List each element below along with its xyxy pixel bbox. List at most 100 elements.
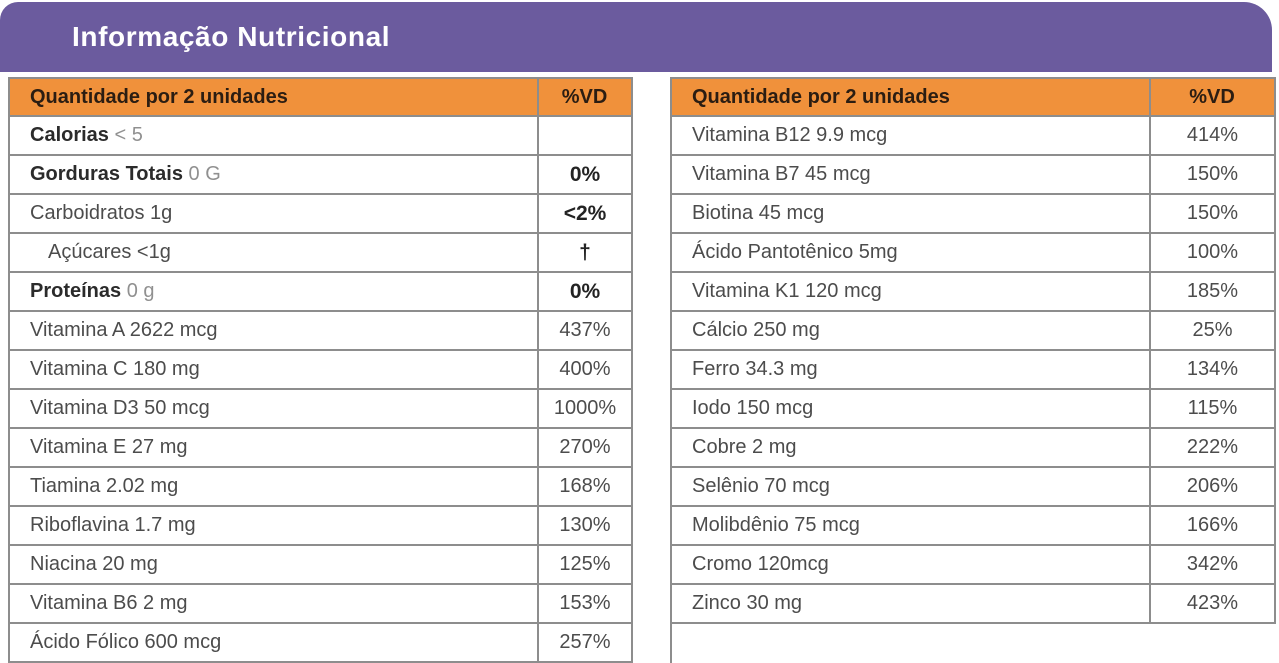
table-row: Vitamina B12 9.9 mcg 414% [670,115,1276,156]
nutrition-tables-container: Quantidade por 2 unidades %VD Calorias <… [8,77,1276,663]
table-row: Molibdênio 75 mcg 166% [670,505,1276,546]
nutrient-label: Riboflavina 1.7 mg [8,505,539,546]
table-row: Riboflavina 1.7 mg 130% [8,505,633,546]
nutrient-amount-text: Vitamina B6 2 mg [30,592,188,614]
nutrient-label: Molibdênio 75 mcg [670,505,1151,546]
vd-percent-value: 257% [537,622,633,663]
nutrient-label: Niacina 20 mg [8,544,539,585]
nutrient-amount-text: Vitamina A 2622 mcg [30,319,218,341]
vd-percent-value: 185% [1149,271,1276,312]
nutrient-label: Proteínas 0 g [8,271,539,312]
nutrient-label: Vitamina K1 120 mcg [670,271,1151,312]
vd-percent-value: 115% [1149,388,1276,429]
column-header-vd-left: %VD [537,77,633,117]
nutrient-amount-text: 0 G [183,163,221,185]
nutrient-label: Tiamina 2.02 mg [8,466,539,507]
column-header-quantity-right: Quantidade por 2 unidades [670,77,1151,117]
nutrient-amount-text: Açúcares <1g [48,241,171,263]
nutrient-amount-text: Ácido Pantotênico 5mg [692,241,898,263]
table-row: Niacina 20 mg 125% [8,544,633,585]
nutrient-label: Vitamina A 2622 mcg [8,310,539,351]
nutrient-amount-text: Selênio 70 mcg [692,475,830,497]
nutrient-label: Carboidratos 1g [8,193,539,234]
table-row: Biotina 45 mcg 150% [670,193,1276,234]
nutrient-label: Vitamina C 180 mg [8,349,539,390]
table-row: Tiamina 2.02 mg 168% [8,466,633,507]
nutrient-amount-text: Carboidratos 1g [30,202,173,224]
vd-percent-value: 130% [537,505,633,546]
nutrient-label: Vitamina D3 50 mcg [8,388,539,429]
column-header-vd-right: %VD [1149,77,1276,117]
vd-percent-value: <2% [537,193,633,234]
table-row: Vitamina E 27 mg 270% [8,427,633,468]
nutrient-label: Ácido Pantotênico 5mg [670,232,1151,273]
table-row: Carboidratos 1g <2% [8,193,633,234]
nutrient-amount-text: Vitamina B12 9.9 mcg [692,124,888,146]
vd-percent-value: 168% [537,466,633,507]
nutrient-amount-text: Ácido Fólico 600 mcg [30,631,222,653]
table-row: Zinco 30 mg 423% [670,583,1276,624]
nutrient-amount-text: Vitamina E 27 mg [30,436,188,458]
nutrient-amount-text: Iodo 150 mcg [692,397,814,419]
nutrient-amount-text: Vitamina D3 50 mcg [30,397,210,419]
vd-percent-value [537,115,633,156]
nutrient-label: Ferro 34.3 mg [670,349,1151,390]
nutrient-amount-text: Zinco 30 mg [692,592,803,614]
panel-header-banner: Informação Nutricional [0,2,1272,72]
table-row: Cobre 2 mg 222% [670,427,1276,468]
nutrient-amount-text: Cálcio 250 mg [692,319,820,341]
vd-percent-value: 125% [537,544,633,585]
table-row: Iodo 150 mcg 115% [670,388,1276,429]
table-row: Vitamina B6 2 mg 153% [8,583,633,624]
nutrient-label: Selênio 70 mcg [670,466,1151,507]
vd-percent-value: 100% [1149,232,1276,273]
nutrient-amount-text: < 5 [108,124,143,146]
nutrition-table-right: Quantidade por 2 unidades %VD Vitamina B… [670,77,1276,624]
nutrient-amount-text: Riboflavina 1.7 mg [30,514,196,536]
vd-percent-value: 222% [1149,427,1276,468]
table-row: Vitamina D3 50 mcg 1000% [8,388,633,429]
nutrition-table-left: Quantidade por 2 unidades %VD Calorias <… [8,77,633,663]
table-row: Cromo 120mcg 342% [670,544,1276,585]
table-row: Vitamina A 2622 mcg 437% [8,310,633,351]
table-row: Calorias < 5 [8,115,633,156]
nutrient-label: Vitamina B6 2 mg [8,583,539,624]
vd-percent-value: 166% [1149,505,1276,546]
left-table-column: Quantidade por 2 unidades %VD Calorias <… [8,77,633,663]
nutrient-label: Vitamina B7 45 mcg [670,154,1151,195]
nutrient-amount-text: Molibdênio 75 mcg [692,514,860,536]
nutrient-label: Vitamina E 27 mg [8,427,539,468]
vd-percent-value: 206% [1149,466,1276,507]
nutrient-amount-text: Cromo 120mcg [692,553,829,575]
nutrient-label: Gorduras Totais 0 G [8,154,539,195]
nutrient-amount-text: Ferro 34.3 mg [692,358,818,380]
vd-percent-value: 423% [1149,583,1276,624]
table-row: Cálcio 250 mg 25% [670,310,1276,351]
table-row: Ácido Fólico 600 mcg 257% [8,622,633,663]
vd-percent-value: 153% [537,583,633,624]
table-row: Proteínas 0 g 0% [8,271,633,312]
nutrient-label: Açúcares <1g [8,232,539,273]
table-row: Gorduras Totais 0 G 0% [8,154,633,195]
nutrient-amount-text: Cobre 2 mg [692,436,797,458]
table-header-row: Quantidade por 2 unidades %VD [8,77,633,117]
nutrient-name-bold: Proteínas [30,280,122,302]
nutrient-label: Cromo 120mcg [670,544,1151,585]
table-header-row: Quantidade por 2 unidades %VD [670,77,1276,117]
vd-percent-value: 150% [1149,193,1276,234]
table-row: Ácido Pantotênico 5mg 100% [670,232,1276,273]
table-row: Ferro 34.3 mg 134% [670,349,1276,390]
right-table-column: Quantidade por 2 unidades %VD Vitamina B… [670,77,1276,663]
table-left-border-extension [670,624,672,663]
table-row: Vitamina B7 45 mcg 150% [670,154,1276,195]
nutrient-name-bold: Gorduras Totais [30,163,183,185]
nutrient-label: Cálcio 250 mg [670,310,1151,351]
vd-percent-value: 400% [537,349,633,390]
vd-percent-value: 150% [1149,154,1276,195]
nutrient-label: Ácido Fólico 600 mcg [8,622,539,663]
nutrient-amount-text: Vitamina C 180 mg [30,358,200,380]
table-row: Açúcares <1g † [8,232,633,273]
vd-percent-value: 0% [537,271,633,312]
vd-percent-value: 270% [537,427,633,468]
nutrient-label: Iodo 150 mcg [670,388,1151,429]
